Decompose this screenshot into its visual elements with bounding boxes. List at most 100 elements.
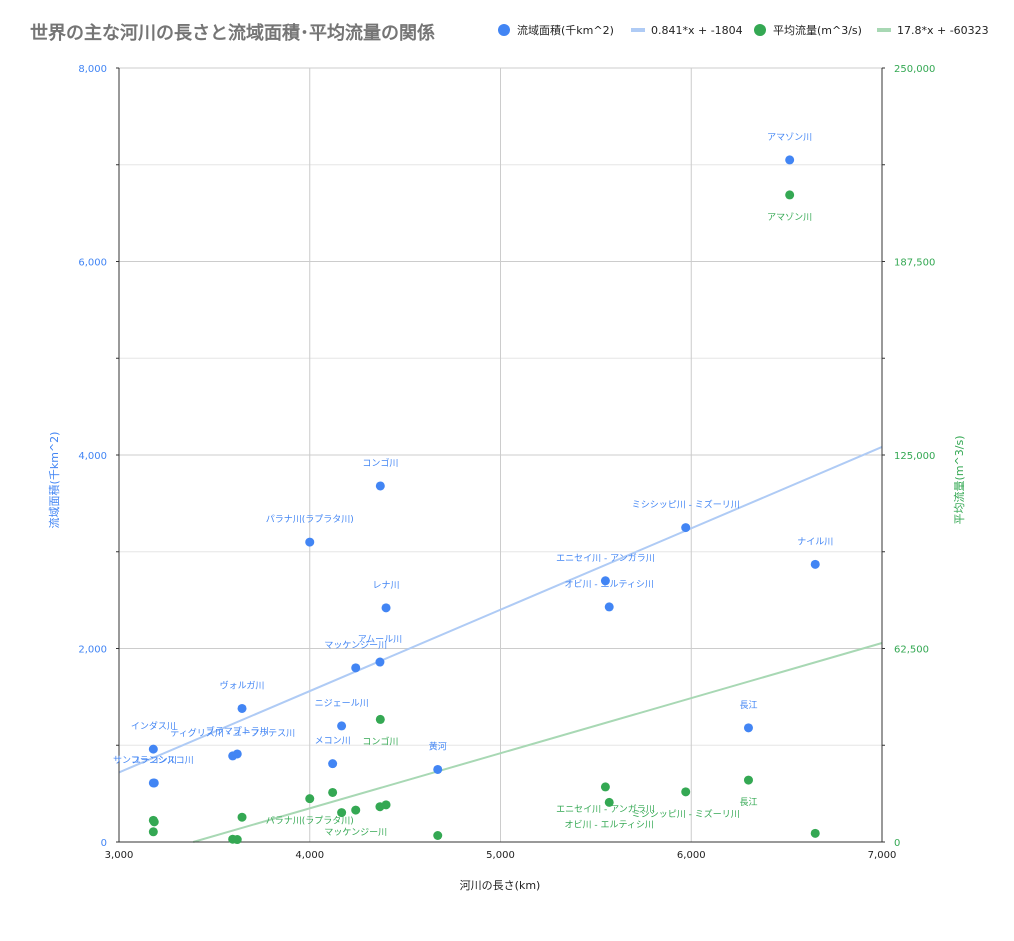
point-area[interactable] [743, 723, 753, 733]
y-left-tick-label: 4,000 [78, 451, 107, 462]
legend-item[interactable]: 流域面積(千km^2) [498, 23, 614, 37]
legend-marker-dot [498, 24, 510, 36]
legend-marker-line [877, 28, 891, 32]
point-flow[interactable] [433, 830, 443, 840]
x-tick-label: 3,000 [105, 850, 134, 861]
point-label-area: メコン川 [315, 737, 351, 747]
y-left-tick-label: 2,000 [78, 645, 107, 656]
y-right-tick-label: 187,500 [894, 258, 935, 269]
point-label-area: エニセイ川 - アンガラ川 [556, 553, 655, 564]
y-left-tick-label: 6,000 [78, 258, 107, 269]
point-label-area: マッケンジー川 [324, 640, 387, 651]
point-flow[interactable] [351, 805, 361, 815]
point-area[interactable] [433, 764, 443, 774]
point-flow[interactable] [337, 808, 347, 818]
x-tick-label: 5,000 [486, 850, 515, 861]
x-tick-label: 7,000 [868, 850, 897, 861]
legend-label: 0.841*x + -1804 [651, 24, 743, 37]
point-area[interactable] [328, 759, 338, 769]
x-axis-title: 河川の長さ(km) [460, 879, 541, 892]
point-label-flow: ミシシッピ川 - ミズーリ川 [632, 808, 740, 820]
point-flow[interactable] [148, 827, 158, 837]
point-flow[interactable] [600, 782, 610, 792]
point-flow[interactable] [149, 817, 159, 827]
point-label-area: ニジェール川 [315, 699, 369, 709]
y-right-tick-label: 125,000 [894, 451, 935, 462]
point-label-area: 長江 [739, 700, 757, 711]
point-flow[interactable] [604, 797, 614, 807]
point-label-flow: オビ川 - エルティシ川 [565, 819, 654, 830]
point-flow[interactable] [232, 835, 242, 845]
legend-item[interactable]: 0.841*x + -1804 [631, 24, 743, 37]
point-label-area: ティグリス川 - ユーフラテス川 [170, 727, 295, 739]
legend-marker-line [631, 28, 645, 32]
point-label-area: インダス川 [131, 720, 176, 732]
point-area[interactable] [148, 778, 158, 788]
point-flow[interactable] [375, 802, 385, 812]
point-area[interactable] [381, 603, 391, 613]
point-label-flow: パラナ川(ラプラタ川) [266, 816, 354, 827]
point-flow[interactable] [375, 714, 385, 724]
legend[interactable]: 流域面積(千km^2) 0.841*x + -1804 平均流量(m^3/s) 17.… [498, 23, 989, 37]
point-label-flow: コンゴ川 [362, 735, 398, 747]
point-area[interactable] [337, 721, 347, 731]
point-label-area: コンゴ川 [362, 457, 398, 469]
point-label-area: ユーコン川 [132, 756, 177, 766]
point-area[interactable] [785, 155, 795, 165]
y-right-tick-label: 62,500 [894, 645, 929, 656]
point-label-area: アムール川 [358, 634, 402, 645]
legend-label: 流域面積(千km^2) [517, 23, 614, 37]
point-label-area: レナ川 [373, 580, 400, 591]
y-right-axis-title: 平均流量(m^3/s) [952, 436, 966, 525]
point-area[interactable] [810, 559, 820, 569]
legend-label: 17.8*x + -60323 [897, 24, 989, 37]
legend-item[interactable]: 平均流量(m^3/s) [754, 23, 862, 37]
legend-label: 平均流量(m^3/s) [773, 23, 862, 37]
data-points [148, 155, 820, 845]
point-label-flow: マッケンジー川 [324, 827, 387, 838]
trendlines [118, 446, 883, 843]
point-area[interactable] [305, 537, 315, 547]
chart-title: 世界の主な河川の長さと流域面積･平均流量の関係 [30, 22, 435, 44]
y-left-tick-label: 0 [101, 838, 107, 849]
point-flow[interactable] [681, 787, 691, 797]
point-area[interactable] [232, 749, 242, 759]
point-area[interactable] [600, 576, 610, 586]
y-right-tick-label: 250,000 [894, 64, 935, 75]
trendline-flow [192, 642, 883, 843]
point-flow[interactable] [810, 828, 820, 838]
y-left-axis-title: 流域面積(千km^2) [47, 432, 61, 529]
y-right-tick-label: 0 [894, 838, 900, 849]
point-label-flow: アマゾン川 [767, 212, 812, 223]
point-area[interactable] [148, 744, 158, 754]
y-left-tick-label: 8,000 [78, 64, 107, 75]
point-label-area: アマゾン川 [767, 132, 812, 143]
axes: 3,000 4,000 5,000 6,000 7,00002,0004,0006,00… [78, 64, 935, 861]
point-area[interactable] [681, 523, 691, 533]
point-flow[interactable] [328, 787, 338, 797]
point-area[interactable] [237, 703, 247, 713]
point-label-area: ヴォルガ川 [220, 679, 265, 691]
x-tick-label: 4,000 [295, 850, 324, 861]
point-label-flow: エニセイ川 - アンガラ川 [556, 804, 655, 815]
point-label-area: オビ川 - エルティシ川 [565, 579, 654, 590]
trendline-area [118, 446, 883, 774]
point-label-area: パラナ川(ラプラタ川) [266, 514, 354, 525]
point-label-area: ミシシッピ川 - ミズーリ川 [632, 499, 740, 511]
legend-item[interactable]: 17.8*x + -60323 [877, 24, 989, 37]
x-tick-label: 6,000 [677, 850, 706, 861]
legend-marker-dot [754, 24, 766, 36]
point-flow[interactable] [743, 775, 753, 785]
point-label-flow: 長江 [739, 797, 757, 808]
point-area[interactable] [375, 657, 385, 667]
gridlines [118, 67, 883, 843]
point-flow[interactable] [785, 190, 795, 200]
point-flow[interactable] [305, 794, 315, 804]
point-label-area: ブラマプトラ川 [206, 725, 269, 737]
point-area[interactable] [604, 602, 614, 612]
point-flow[interactable] [237, 812, 247, 822]
point-area[interactable] [375, 481, 385, 491]
point-area[interactable] [351, 663, 361, 673]
